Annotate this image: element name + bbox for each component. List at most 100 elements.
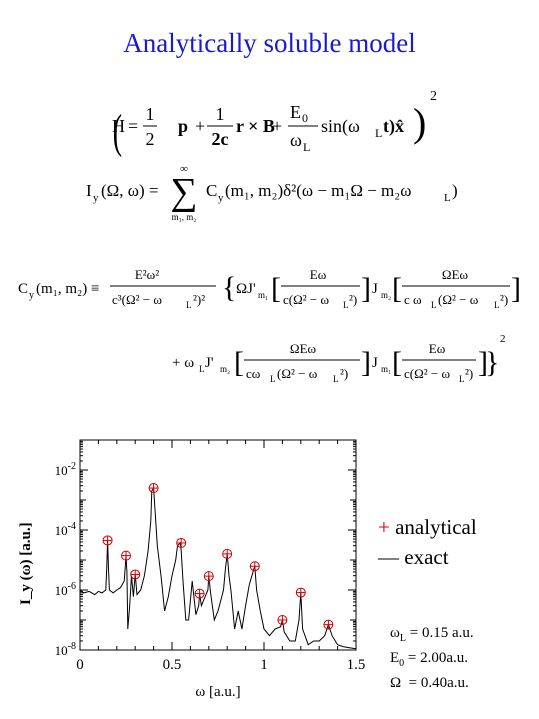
x-tick-label: 0.5: [163, 657, 182, 673]
svg-text:J': J': [205, 355, 214, 371]
svg-text:L: L: [186, 300, 192, 310]
svg-text:L: L: [459, 374, 465, 384]
svg-text:m₁, m₂: m₁, m₂: [172, 212, 197, 222]
coefficient-equation-line2: + ω L J' m₂ [ ΩEω cω L (Ω² − ω L ²) ] J …: [172, 333, 506, 384]
svg-text:ω: ω: [290, 130, 302, 150]
svg-text:J: J: [372, 281, 378, 297]
analytical-point: [249, 561, 260, 572]
analytical-point: [222, 548, 233, 559]
svg-text:c ω: c ω: [404, 292, 422, 307]
svg-text:m₁: m₁: [381, 364, 391, 374]
svg-text:p: p: [178, 116, 188, 136]
svg-text:y: y: [218, 192, 224, 204]
analytical-point: [277, 615, 288, 625]
svg-text:]: ]: [361, 346, 371, 379]
svg-text:sin(ω: sin(ω: [321, 116, 360, 137]
svg-text:ΩEω: ΩEω: [290, 341, 317, 356]
svg-text:2: 2: [500, 333, 506, 345]
legend-analytical: + analytical: [378, 515, 477, 540]
hamiltonian-equation: H = 1 2 ( p + 1 2c r × B + E 0 ω L sin(ω…: [112, 89, 437, 158]
svg-text:cω: cω: [246, 366, 261, 381]
svg-text:L: L: [199, 364, 205, 374]
plot-frame: [79, 439, 357, 651]
analytical-point: [148, 483, 159, 494]
svg-text:c(Ω² − ω: c(Ω² − ω: [404, 366, 450, 381]
axis-ticks: [79, 440, 357, 651]
analytical-point: [295, 587, 306, 598]
y-tick-label: 10-4: [55, 521, 76, 538]
exact-label: exact: [399, 545, 449, 569]
svg-text:m₂: m₂: [381, 290, 391, 300]
y-tick-label: 10-2: [55, 461, 76, 478]
svg-text:E²ω²: E²ω²: [135, 267, 159, 282]
svg-text:r × B: r × B: [236, 116, 275, 136]
svg-text:2: 2: [146, 129, 155, 149]
svg-text:0: 0: [302, 111, 308, 125]
svg-text:(Ω² − ω: (Ω² − ω: [277, 366, 318, 381]
svg-text:C: C: [18, 281, 28, 297]
equations-block: H = 1 2 ( p + 1 2c r × B + E 0 ω L sin(ω…: [18, 89, 521, 384]
svg-text:y: y: [29, 290, 34, 301]
svg-text:(Ω² − ω: (Ω² − ω: [438, 292, 479, 307]
x-tick-label: 0: [76, 657, 84, 673]
svg-text:E: E: [290, 102, 301, 122]
analytical-point: [194, 588, 205, 599]
analytical-mark: +: [378, 515, 390, 539]
svg-text:c(Ω² − ω: c(Ω² − ω: [283, 292, 329, 307]
svg-text:ΩJ': ΩJ': [236, 281, 256, 297]
y-tick-labels: 10-8 10-6 10-4 10-2: [55, 461, 76, 658]
svg-text:(m₁, m₂)δ²(ω − m₁Ω − m₂ω: (m₁, m₂)δ²(ω − m₁Ω − m₂ω: [225, 181, 411, 200]
svg-text:m₁: m₁: [258, 290, 268, 300]
svg-text:): ): [452, 181, 458, 200]
svg-text:²): ²): [349, 292, 357, 307]
svg-text:1: 1: [146, 104, 155, 124]
y-axis-label: I_y (ω) [a.u.]: [18, 522, 34, 605]
svg-text:[: [: [234, 346, 244, 379]
svg-text:I: I: [86, 181, 92, 200]
svg-text:L: L: [444, 192, 451, 204]
svg-text:2c: 2c: [212, 129, 229, 149]
svg-text:[: [: [271, 272, 281, 305]
x-tick-label: 1: [260, 657, 268, 673]
svg-text:]: ]: [511, 272, 521, 305]
svg-text:ΩEω: ΩEω: [442, 267, 469, 282]
spectrum-chart: 0 0.5 1 1.5 10-8 10-6 10-4 10-2 ω [a.u.] I_y (…: [18, 439, 366, 700]
svg-text:L: L: [375, 126, 382, 140]
svg-text:(m₁, m₂) ≡: (m₁, m₂) ≡: [36, 281, 100, 297]
svg-text:Eω: Eω: [429, 341, 446, 356]
page-title: Analytically soluble model: [123, 28, 416, 58]
x-axis-label: ω [a.u.]: [195, 684, 240, 700]
svg-text:c³(Ω² − ω: c³(Ω² − ω: [112, 292, 162, 307]
svg-text:}: }: [485, 346, 499, 379]
exact-mark: —: [378, 545, 399, 569]
param-e0: E0 = 2.00a.u.: [390, 650, 469, 669]
legend-exact: — exact: [378, 545, 449, 570]
svg-text:²): ²): [465, 366, 473, 381]
y-tick-label: 10-6: [55, 581, 76, 598]
svg-text:L: L: [270, 374, 276, 384]
svg-text:J: J: [372, 355, 378, 371]
svg-text:2: 2: [430, 89, 437, 104]
svg-text:y: y: [93, 192, 99, 204]
svg-text:L: L: [431, 300, 437, 310]
analytical-point: [323, 619, 334, 630]
svg-text:[: [: [392, 346, 402, 379]
x-tick-label: 1.5: [347, 657, 366, 673]
svg-text:L: L: [343, 300, 349, 310]
svg-text:+ ω: + ω: [172, 355, 194, 371]
svg-text:L: L: [303, 140, 310, 154]
svg-text:1: 1: [216, 104, 225, 124]
svg-text:=: =: [128, 116, 138, 136]
analytical-point: [130, 569, 141, 580]
svg-text:(: (: [113, 106, 122, 159]
analytical-point: [203, 571, 214, 582]
y-tick-label: 10-8: [55, 641, 76, 658]
svg-text:²)²: ²)²: [193, 292, 205, 307]
exact-series-line: [79, 486, 357, 650]
analytical-point: [121, 550, 131, 561]
svg-text:]: ]: [361, 272, 371, 305]
svg-text:m₂: m₂: [220, 364, 230, 374]
svg-text:]: ]: [478, 346, 488, 379]
svg-text:Eω: Eω: [310, 267, 327, 282]
param-omega: Ω = 0.40a.u.: [390, 675, 469, 691]
